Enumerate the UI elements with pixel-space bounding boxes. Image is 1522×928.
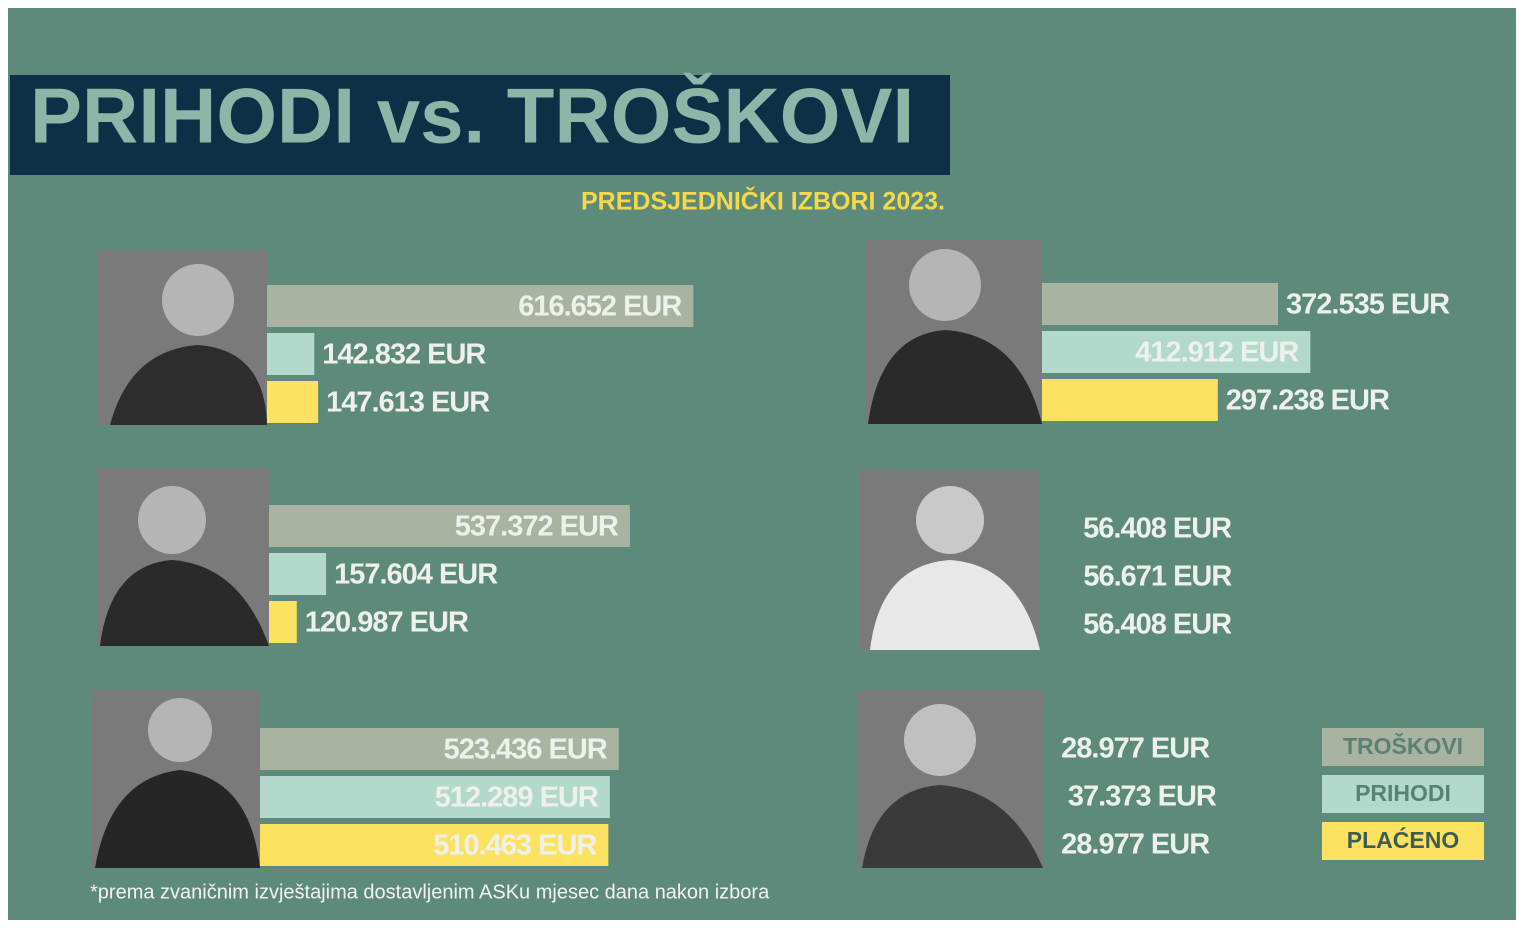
value-label: 56.408 EUR: [1083, 513, 1232, 545]
value-label: 616.652 EUR: [518, 291, 682, 323]
chart-subtitle: PREDSJEDNIČKI IZBORI 2023.: [581, 186, 945, 216]
value-label: 28.977 EUR: [1061, 733, 1210, 765]
bar: [200, 285, 694, 327]
chart-title: PRIHODI vs. TROŠKOVI: [30, 72, 914, 160]
legend-swatch: [1322, 728, 1484, 766]
bar: [200, 728, 619, 770]
value-label: 142.832 EUR: [322, 339, 486, 371]
legend-label: PLAĆENO: [1347, 826, 1459, 853]
photo: [97, 250, 267, 425]
value-label: 537.372 EUR: [455, 511, 619, 543]
footnote: *prema zvaničnim izvještajima dostavljen…: [90, 881, 770, 903]
value-label: 28.977 EUR: [1061, 829, 1210, 861]
legend-label: PRIHODI: [1355, 780, 1451, 806]
photo: [92, 690, 260, 868]
value-label: 297.238 EUR: [1226, 385, 1390, 417]
photo: [858, 690, 1043, 868]
photo: [860, 470, 1040, 650]
value-label: 510.463 EUR: [433, 830, 597, 862]
value-label: 412.912 EUR: [1135, 337, 1299, 369]
bar: [200, 824, 609, 866]
value-label: 56.408 EUR: [1083, 609, 1232, 641]
title-box: [10, 75, 950, 175]
legend-swatch: [1322, 775, 1484, 813]
photos: [92, 240, 1043, 868]
value-label: 523.436 EUR: [444, 734, 608, 766]
bar: [200, 505, 630, 547]
bar: [200, 776, 610, 818]
value-label: 372.535 EUR: [1286, 289, 1450, 321]
value-label: 37.373 EUR: [1068, 781, 1217, 813]
value-label: 56.671 EUR: [1083, 561, 1232, 593]
legend-label: TROŠKOVI: [1343, 732, 1463, 759]
value-label: 512.289 EUR: [435, 782, 599, 814]
photo: [97, 468, 269, 646]
value-label: 120.987 EUR: [305, 607, 469, 639]
value-label: 157.604 EUR: [334, 559, 498, 591]
legend-swatch: [1322, 822, 1484, 860]
value-label: 147.613 EUR: [326, 387, 490, 419]
photo: [866, 240, 1042, 424]
